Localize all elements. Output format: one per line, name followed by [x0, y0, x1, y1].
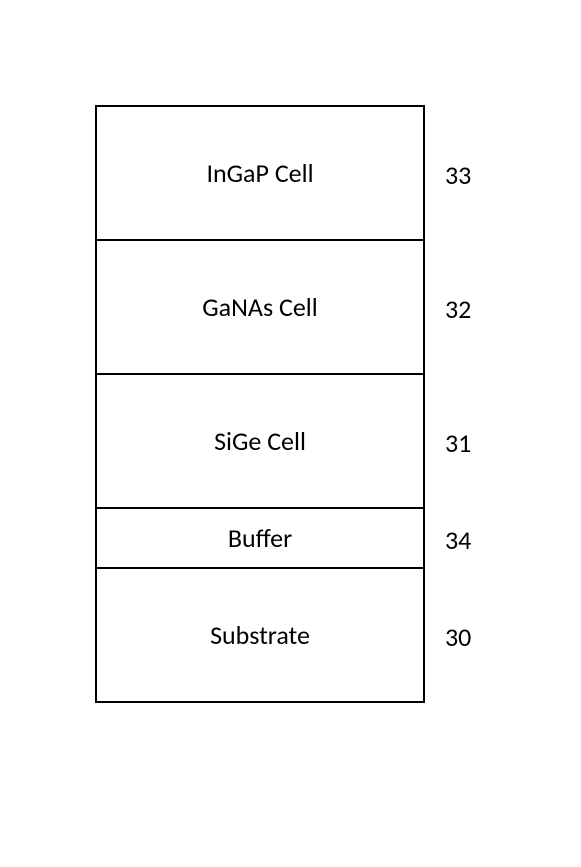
ref-number-33: 33 [445, 159, 471, 191]
layer-ganas: GaNAs Cell [95, 239, 425, 375]
layer-sige: SiGe Cell [95, 373, 425, 509]
layer-label: Buffer [228, 522, 292, 554]
layer-ingap: InGaP Cell [95, 105, 425, 241]
layer-substrate: Substrate [95, 567, 425, 703]
layer-stack-diagram: InGaP Cell GaNAs Cell SiGe Cell Buffer S… [95, 105, 425, 703]
layer-label: Substrate [210, 619, 310, 651]
ref-number-32: 32 [445, 293, 471, 325]
layer-label: InGaP Cell [206, 157, 313, 189]
layer-buffer: Buffer [95, 507, 425, 569]
layer-label: SiGe Cell [214, 425, 306, 457]
layer-label: GaNAs Cell [202, 291, 317, 323]
ref-number-31: 31 [445, 427, 471, 459]
ref-number-30: 30 [445, 621, 471, 653]
ref-number-34: 34 [445, 524, 471, 556]
